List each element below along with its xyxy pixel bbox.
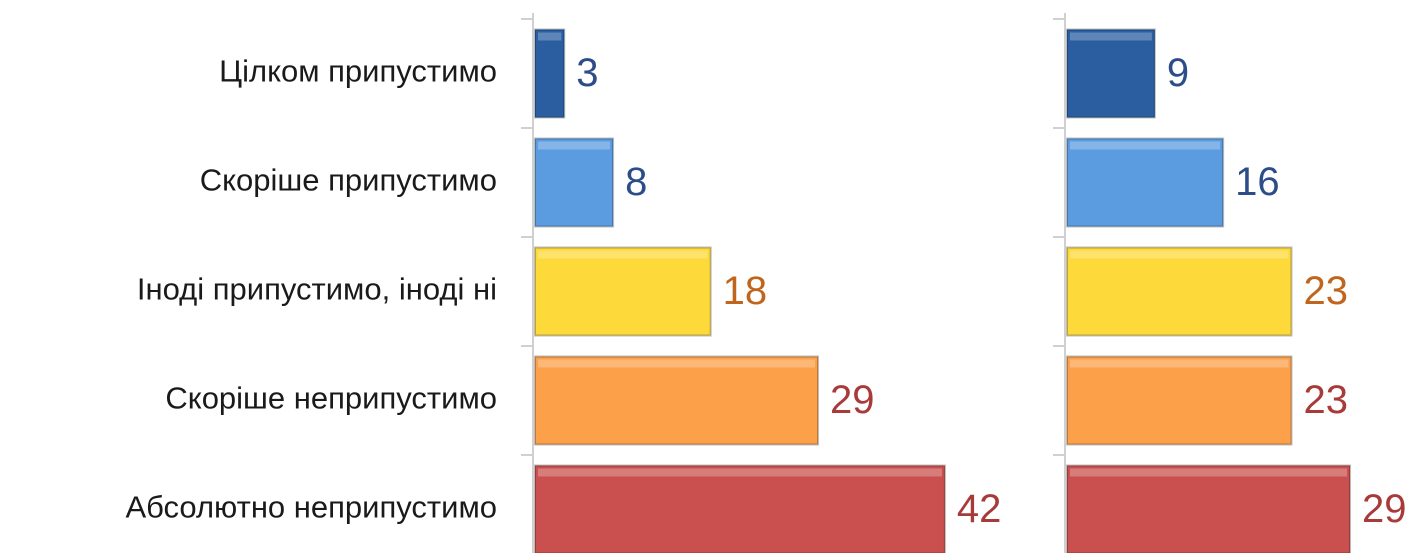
bar-highlight xyxy=(538,32,562,41)
bar-highlight xyxy=(538,250,708,259)
bar xyxy=(534,355,820,446)
category-label: Цілком припустимо xyxy=(219,54,497,89)
value-label: 18 xyxy=(723,269,768,313)
category-label: Абсолютно неприпустимо xyxy=(125,490,497,525)
bar-highlight xyxy=(1070,141,1221,150)
category-label: Скоріше припустимо xyxy=(200,163,497,198)
bar xyxy=(534,464,946,553)
bar xyxy=(534,137,615,228)
value-label: 29 xyxy=(830,378,875,422)
bar-highlight xyxy=(1070,468,1348,477)
bar xyxy=(534,246,712,337)
value-label: 29 xyxy=(1362,487,1407,531)
category-label: Іноді припустимо, іноді ні xyxy=(137,272,497,307)
bar-highlight xyxy=(538,468,942,477)
bar xyxy=(534,28,566,119)
bar xyxy=(1066,28,1156,119)
bar-highlight xyxy=(1070,32,1152,41)
bar-highlight xyxy=(1070,359,1289,368)
value-label: 3 xyxy=(576,51,598,95)
category-label: Скоріше неприпустимо xyxy=(165,381,497,416)
value-label: 9 xyxy=(1167,51,1189,95)
bar xyxy=(1066,137,1225,228)
bar xyxy=(1066,246,1293,337)
bar xyxy=(1066,464,1352,553)
value-label: 23 xyxy=(1303,378,1348,422)
bar-highlight xyxy=(538,359,816,368)
bar-highlight xyxy=(1070,250,1289,259)
bar xyxy=(1066,355,1293,446)
value-label: 8 xyxy=(625,160,647,204)
value-label: 42 xyxy=(957,487,1002,531)
value-label: 23 xyxy=(1303,269,1348,313)
bar-highlight xyxy=(538,141,611,150)
value-label: 16 xyxy=(1235,160,1280,204)
